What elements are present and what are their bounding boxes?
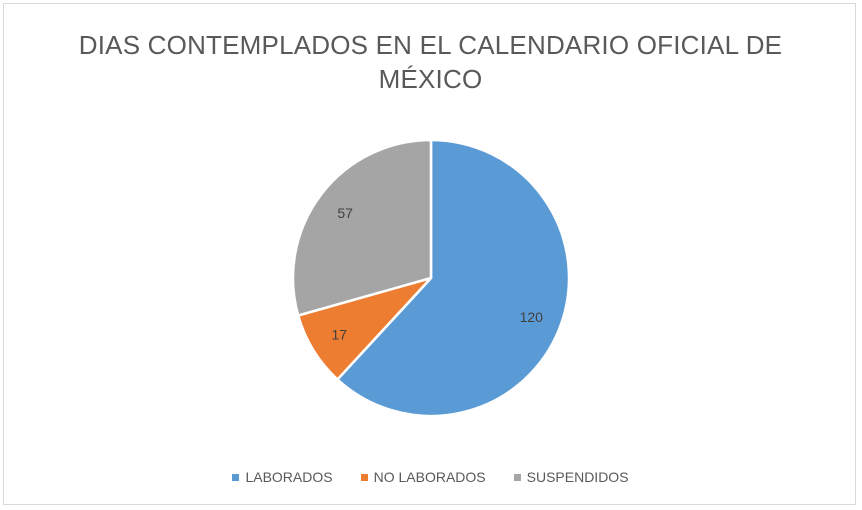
legend-swatch-suspendidos: [513, 473, 521, 481]
legend-swatch-no-laborados: [360, 473, 368, 481]
legend-label-no-laborados: NO LABORADOS: [373, 469, 486, 485]
chart-title: DIAS CONTEMPLADOS EN EL CALENDARIO OFICI…: [4, 28, 857, 96]
legend-label-laborados: LABORADOS: [245, 469, 333, 485]
chart-area: DIAS CONTEMPLADOS EN EL CALENDARIO OFICI…: [3, 3, 856, 505]
data-label-no-laborados: 17: [331, 326, 347, 342]
data-label-laborados: 120: [520, 309, 544, 325]
legend-swatch-laborados: [232, 473, 240, 481]
data-label-suspendidos: 57: [337, 205, 353, 221]
pie-slice-laborados: [336, 138, 571, 418]
pie-chart: 120 17 57: [291, 138, 571, 418]
legend: LABORADOS NO LABORADOS SUSPENDIDOS: [4, 469, 857, 485]
chart-title-line-2: MÉXICO: [378, 64, 483, 94]
legend-item-no-laborados: NO LABORADOS: [360, 469, 486, 485]
pie-slice-suspendidos: [291, 138, 433, 317]
legend-label-suspendidos: SUSPENDIDOS: [526, 469, 629, 485]
legend-item-suspendidos: SUSPENDIDOS: [513, 469, 629, 485]
legend-item-laborados: LABORADOS: [232, 469, 333, 485]
chart-title-line-1: DIAS CONTEMPLADOS EN EL CALENDARIO OFICI…: [78, 30, 783, 60]
